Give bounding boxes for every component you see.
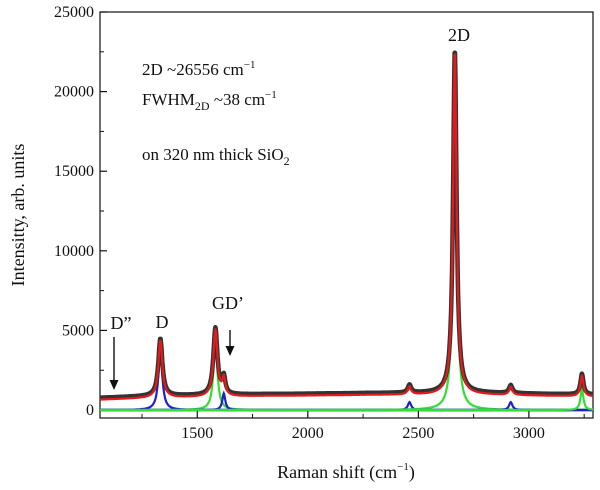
component-curve — [100, 68, 593, 412]
x-axis-ticks: 1500 2000 2500 3000 — [141, 411, 585, 442]
y-tick-label: 0 — [86, 402, 94, 419]
arrow-gd — [225, 330, 235, 356]
fit-spectrum — [99, 53, 594, 401]
measured-spectrum — [98, 50, 595, 400]
y-axis-label: Intensitty, arb. units — [8, 144, 28, 287]
peak-label-gd: GD’ — [212, 293, 244, 313]
y-tick-label: 15000 — [54, 163, 94, 180]
x-tick-label: 2000 — [292, 425, 324, 442]
peak-label-d: D — [156, 312, 169, 332]
x-tick-label: 3000 — [513, 425, 545, 442]
x-axis-label: Raman shift (cm−1) — [277, 461, 415, 483]
y-tick-label: 10000 — [54, 243, 94, 260]
peak-label-2d: 2D — [448, 25, 470, 45]
y-tick-label: 5000 — [62, 322, 94, 339]
note-2d-position: 2D ~26556 cm−1 — [142, 59, 255, 79]
component-curve — [100, 385, 593, 412]
note-substrate: on 320 nm thick SiO2 — [142, 145, 290, 168]
peak-label-dd: D” — [111, 313, 132, 333]
component-curve — [100, 352, 593, 412]
x-tick-label: 1500 — [181, 425, 213, 442]
y-tick-label: 25000 — [54, 4, 94, 21]
x-tick-label: 2500 — [402, 425, 434, 442]
y-tick-label: 20000 — [54, 84, 94, 101]
arrow-dd — [109, 337, 119, 390]
plot-frame — [99, 11, 594, 419]
spectrum-series — [98, 50, 595, 412]
note-2d-fwhm: FWHM2D ~38 cm−1 — [142, 89, 277, 113]
y-axis-ticks: 0 5000 10000 15000 20000 25000 — [54, 4, 107, 419]
component-curve — [100, 342, 593, 412]
